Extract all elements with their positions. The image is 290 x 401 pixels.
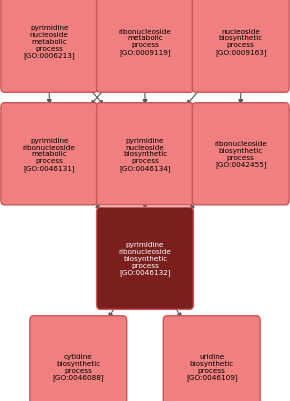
Text: pyrimidine
ribonucleoside
metabolic
process
[GO:0046131]: pyrimidine ribonucleoside metabolic proc…	[23, 138, 76, 171]
FancyBboxPatch shape	[97, 103, 193, 205]
FancyBboxPatch shape	[97, 0, 193, 93]
FancyBboxPatch shape	[30, 316, 127, 401]
FancyBboxPatch shape	[192, 103, 289, 205]
FancyBboxPatch shape	[97, 208, 193, 310]
Text: pyrimidine
nucleoside
biosynthetic
process
[GO:0046134]: pyrimidine nucleoside biosynthetic proce…	[119, 138, 171, 171]
FancyBboxPatch shape	[192, 0, 289, 93]
FancyBboxPatch shape	[1, 0, 98, 93]
FancyBboxPatch shape	[163, 316, 260, 401]
Text: ribonucleoside
metabolic
process
[GO:0009119]: ribonucleoside metabolic process [GO:000…	[119, 28, 171, 56]
Text: cytidine
biosynthetic
process
[GO:0046088]: cytidine biosynthetic process [GO:004608…	[52, 353, 104, 381]
Text: uridine
biosynthetic
process
[GO:0046109]: uridine biosynthetic process [GO:0046109…	[186, 353, 238, 381]
Text: ribonucleoside
biosynthetic
process
[GO:0042455]: ribonucleoside biosynthetic process [GO:…	[214, 141, 267, 168]
FancyBboxPatch shape	[1, 103, 98, 205]
Text: pyrimidine
nucleoside
metabolic
process
[GO:0006213]: pyrimidine nucleoside metabolic process …	[23, 25, 75, 59]
Text: nucleoside
biosynthetic
process
[GO:0009163]: nucleoside biosynthetic process [GO:0009…	[215, 28, 267, 56]
Text: pyrimidine
ribonucleoside
biosynthetic
process
[GO:0046132]: pyrimidine ribonucleoside biosynthetic p…	[119, 242, 171, 275]
